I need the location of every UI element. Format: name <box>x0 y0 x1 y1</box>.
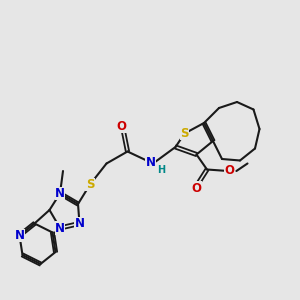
Text: O: O <box>224 164 235 178</box>
Text: S: S <box>86 178 94 191</box>
Text: N: N <box>146 156 156 170</box>
Text: N: N <box>14 229 25 242</box>
Text: S: S <box>180 127 189 140</box>
Text: N: N <box>55 221 65 235</box>
Text: N: N <box>55 187 65 200</box>
Text: H: H <box>157 165 165 175</box>
Text: O: O <box>116 119 127 133</box>
Text: O: O <box>191 182 202 195</box>
Text: N: N <box>74 217 85 230</box>
